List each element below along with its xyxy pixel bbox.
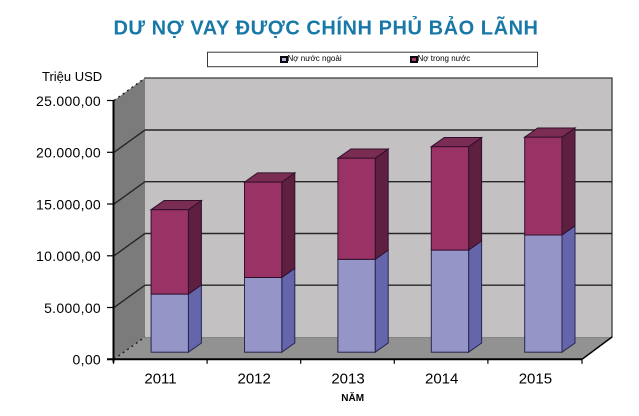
svg-text:20.000,00: 20.000,00 [36, 145, 101, 161]
svg-text:2013: 2013 [331, 371, 364, 388]
svg-text:DƯ NỢ VAY ĐƯỢC CHÍNH PHỦ BẢO L: DƯ NỢ VAY ĐƯỢC CHÍNH PHỦ BẢO LÃNH [113, 16, 538, 40]
svg-text:NĂM: NĂM [341, 391, 364, 404]
svg-text:10.000,00: 10.000,00 [36, 248, 101, 264]
svg-text:2014: 2014 [425, 371, 458, 388]
svg-text:Triệu USD: Triệu USD [42, 69, 102, 84]
svg-text:2011: 2011 [144, 371, 176, 388]
svg-text:2015: 2015 [519, 371, 552, 388]
svg-text:Nợ trong nước: Nợ trong nước [418, 54, 471, 63]
svg-text:Nợ nước ngoài: Nợ nước ngoài [288, 54, 342, 63]
svg-text:2012: 2012 [238, 371, 271, 388]
svg-text:25.000,00: 25.000,00 [36, 93, 101, 109]
svg-text:0,00: 0,00 [73, 352, 101, 368]
svg-text:15.000,00: 15.000,00 [36, 196, 101, 212]
svg-text:5.000,00: 5.000,00 [44, 300, 101, 316]
